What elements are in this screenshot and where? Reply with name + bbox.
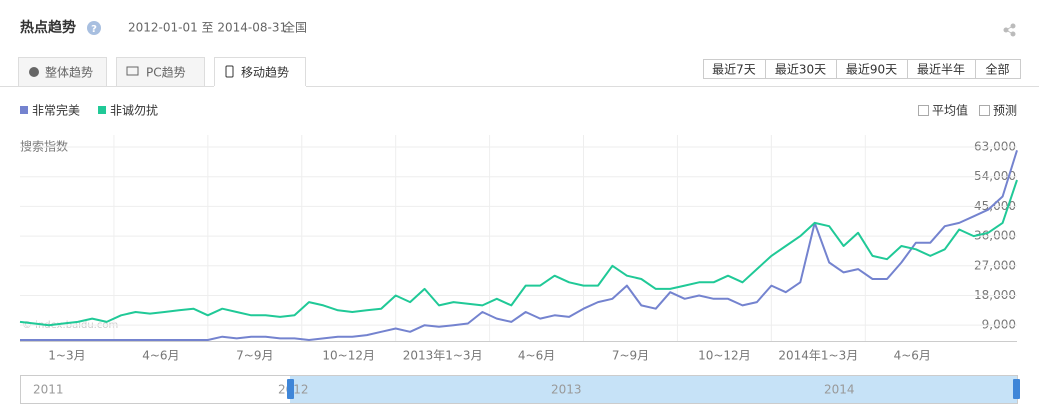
x-tick-label: 4~6月 xyxy=(894,349,931,363)
navigator-handle[interactable] xyxy=(287,379,294,399)
range-label: 全部 xyxy=(985,62,1009,77)
tab-active-gap xyxy=(214,86,306,88)
x-tick-label: 10~12月 xyxy=(698,349,751,363)
legend-swatch xyxy=(20,106,28,114)
navigator-label: 2011 xyxy=(33,383,64,397)
page-title: 热点趋势 xyxy=(20,19,76,36)
series-line xyxy=(20,150,1018,341)
navigator-handle[interactable] xyxy=(1013,379,1020,399)
checkbox[interactable] xyxy=(979,105,990,116)
grid: 9,00018,00027,00036,00045,00054,00063,00… xyxy=(20,135,1017,363)
tab-icon xyxy=(126,66,139,76)
tab-label: 移动趋势 xyxy=(241,66,289,80)
range-label: 最近30天 xyxy=(775,63,826,77)
x-tick-label: 10~12月 xyxy=(322,349,375,363)
option-label: 平均值 xyxy=(932,103,968,118)
range-button[interactable] xyxy=(975,59,1021,79)
range-buttons: 最近7天 最近30天 最近90天 最近半年 全部 xyxy=(703,59,1021,79)
x-tick-label: 4~6月 xyxy=(142,349,179,363)
date-range: 2012-01-01 至 2014-08-31 xyxy=(128,21,287,35)
legend-swatch xyxy=(98,106,107,114)
navigator-labels: 2011201220132014 xyxy=(33,383,855,397)
y-axis-title: 搜索指数 xyxy=(20,139,68,154)
x-tick-label: 2013年1~3月 xyxy=(403,349,483,363)
x-tick-label: 7~9月 xyxy=(236,349,273,363)
checkbox[interactable] xyxy=(918,105,929,116)
help-icon[interactable] xyxy=(87,21,101,35)
share-icon[interactable] xyxy=(1003,23,1016,37)
navigator-label: 2014 xyxy=(824,383,855,397)
tab-active[interactable] xyxy=(214,57,306,88)
tab-label: 整体趋势 xyxy=(45,65,93,80)
x-tick-label: 7~9月 xyxy=(612,349,649,363)
tab-label: PC趋势 xyxy=(146,66,186,80)
range-label: 最近90天 xyxy=(846,63,897,77)
navigator-label: 2013 xyxy=(551,383,582,397)
tab[interactable] xyxy=(116,57,205,87)
tab[interactable] xyxy=(18,57,107,87)
legend: 非常完美 非诚勿扰 xyxy=(20,103,158,118)
tab-icon xyxy=(225,65,234,78)
x-tick-label: 2014年1~3月 xyxy=(778,349,858,363)
tab-icon xyxy=(29,67,39,77)
x-tick-label: 4~6月 xyxy=(518,349,555,363)
option-label: 预测 xyxy=(993,104,1017,118)
help-icon-mark: ? xyxy=(91,24,97,35)
range-label: 最近半年 xyxy=(917,63,965,77)
legend-label: 非诚勿扰 xyxy=(110,104,158,118)
legend-label: 非常完美 xyxy=(32,103,80,118)
range-label: 最近7天 xyxy=(712,63,756,77)
region: 全国 xyxy=(283,20,307,35)
x-tick-label: 1~3月 xyxy=(48,349,85,363)
series-line xyxy=(19,179,1018,327)
plot xyxy=(19,150,1018,341)
navigator-selection[interactable] xyxy=(290,376,1017,403)
